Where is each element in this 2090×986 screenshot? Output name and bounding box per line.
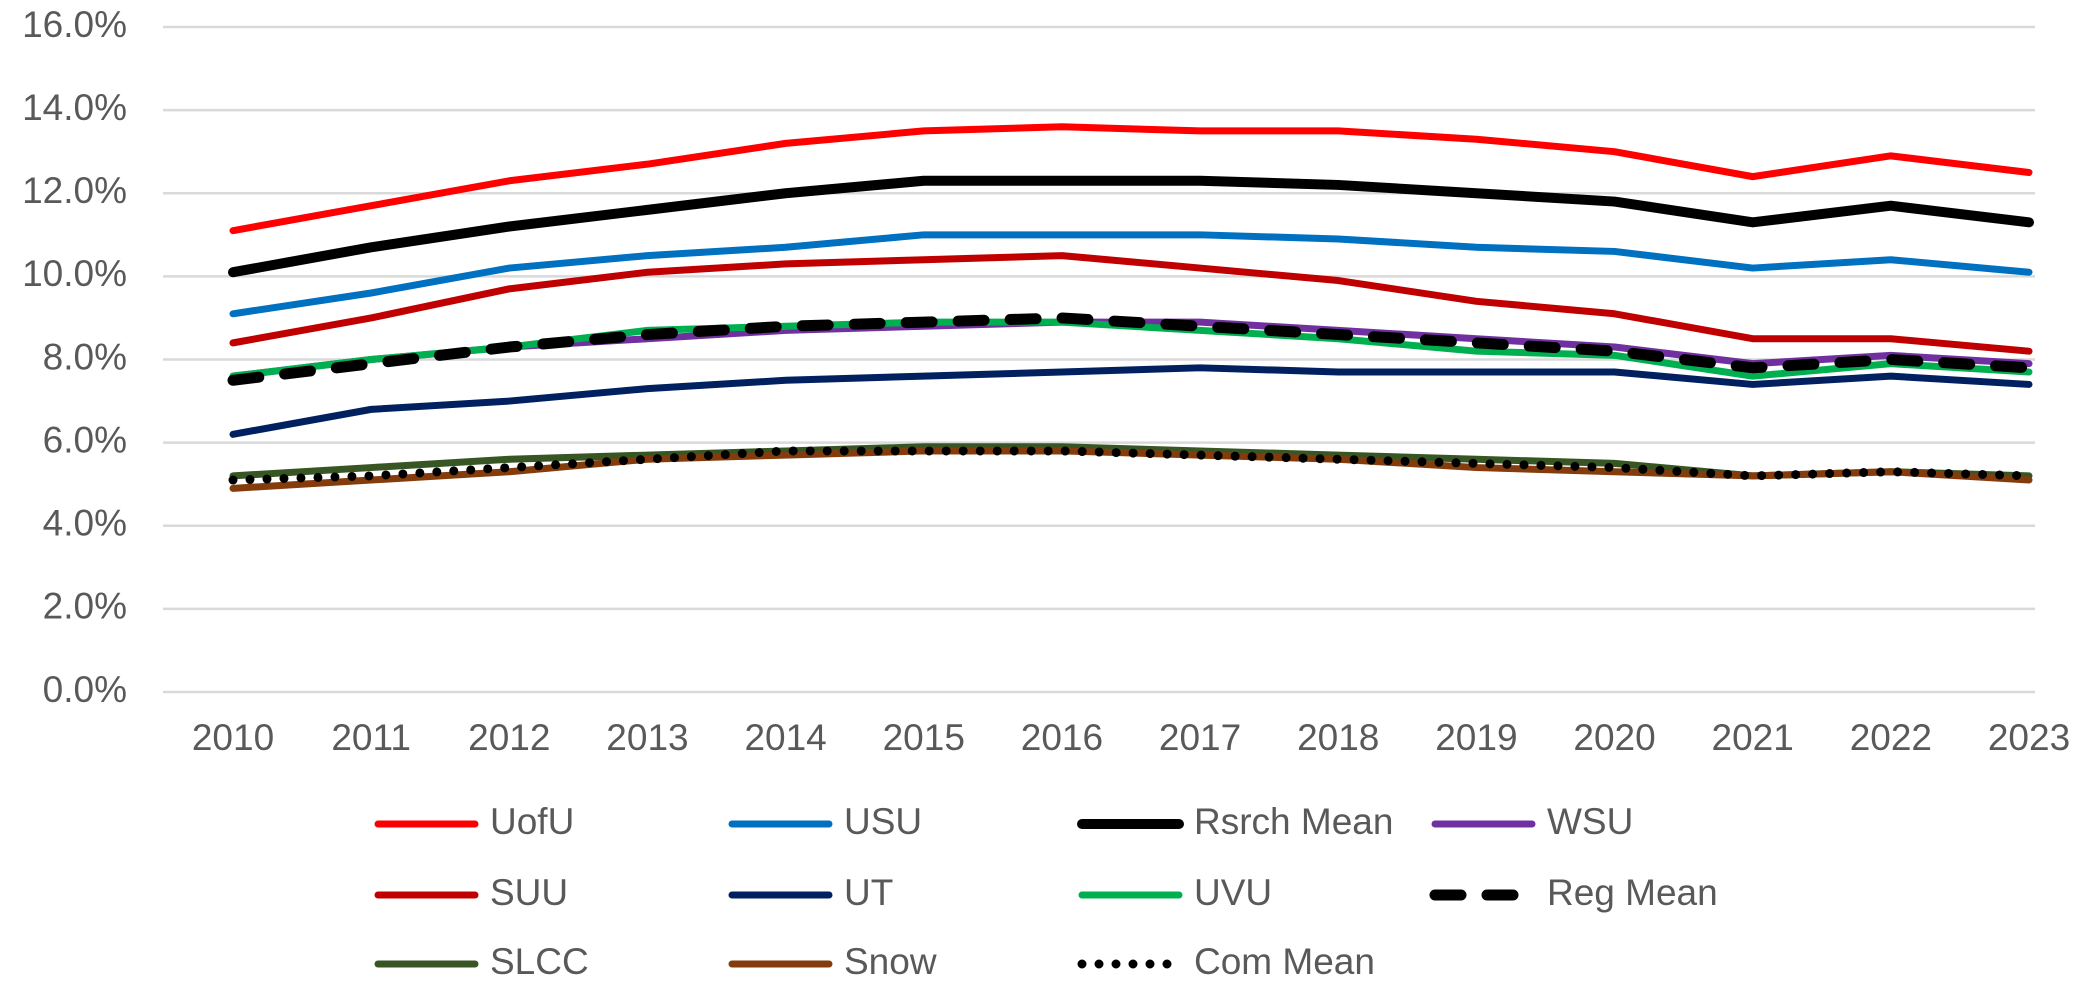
legend-label: UVU	[1194, 872, 1272, 913]
series-line	[228, 175, 2034, 278]
legend-label: UT	[844, 872, 893, 913]
x-tick-label: 2017	[1159, 717, 1241, 758]
x-tick-label: 2013	[606, 717, 688, 758]
x-tick-label: 2018	[1297, 717, 1379, 758]
legend-label: Com Mean	[1194, 941, 1375, 982]
legend-label: USU	[844, 801, 922, 842]
series-line	[229, 123, 2033, 235]
x-tick-label: 2011	[331, 717, 411, 758]
legend-label: SUU	[490, 872, 568, 913]
y-tick-label: 0.0%	[43, 669, 127, 710]
x-tick-label: 2022	[1850, 717, 1932, 758]
x-tick-label: 2016	[1021, 717, 1103, 758]
x-tick-label: 2015	[883, 717, 965, 758]
x-tick-label: 2020	[1573, 717, 1655, 758]
y-tick-label: 2.0%	[43, 586, 127, 627]
legend-label: Snow	[844, 941, 937, 982]
legend-label: Reg Mean	[1547, 872, 1718, 913]
legend-label: Rsrch Mean	[1194, 801, 1393, 842]
series-line	[229, 252, 2033, 355]
y-tick-label: 10.0%	[22, 253, 127, 294]
x-tick-label: 2023	[1988, 717, 2070, 758]
y-tick-label: 8.0%	[43, 336, 127, 377]
series-line	[229, 364, 2033, 438]
y-tick-label: 14.0%	[22, 87, 127, 128]
x-tick-label: 2012	[468, 717, 550, 758]
x-tick-label: 2014	[744, 717, 826, 758]
series-line	[227, 312, 2035, 386]
legend-label: WSU	[1547, 801, 1633, 842]
legend-label: SLCC	[490, 941, 589, 982]
series-line	[229, 231, 2033, 318]
x-tick-label: 2010	[192, 717, 274, 758]
x-tick-label: 2019	[1435, 717, 1517, 758]
y-tick-label: 4.0%	[43, 503, 127, 544]
series-line	[228, 446, 2034, 485]
x-tick-label: 2021	[1712, 717, 1794, 758]
y-tick-label: 6.0%	[43, 419, 127, 460]
y-tick-label: 12.0%	[22, 170, 127, 211]
y-tick-label: 16.0%	[22, 4, 127, 45]
legend-label: UofU	[490, 801, 574, 842]
